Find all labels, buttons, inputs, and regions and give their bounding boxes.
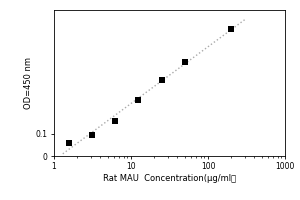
Point <box>90 133 94 136</box>
X-axis label: Rat MAU  Concentration(μg/ml）: Rat MAU Concentration(μg/ml） <box>103 174 236 183</box>
Point <box>159 78 164 81</box>
Point <box>136 98 141 101</box>
Point <box>113 120 118 123</box>
Y-axis label: OD=450 nm: OD=450 nm <box>24 57 33 109</box>
Point <box>67 141 71 145</box>
Point <box>229 27 234 31</box>
Point <box>182 60 187 63</box>
